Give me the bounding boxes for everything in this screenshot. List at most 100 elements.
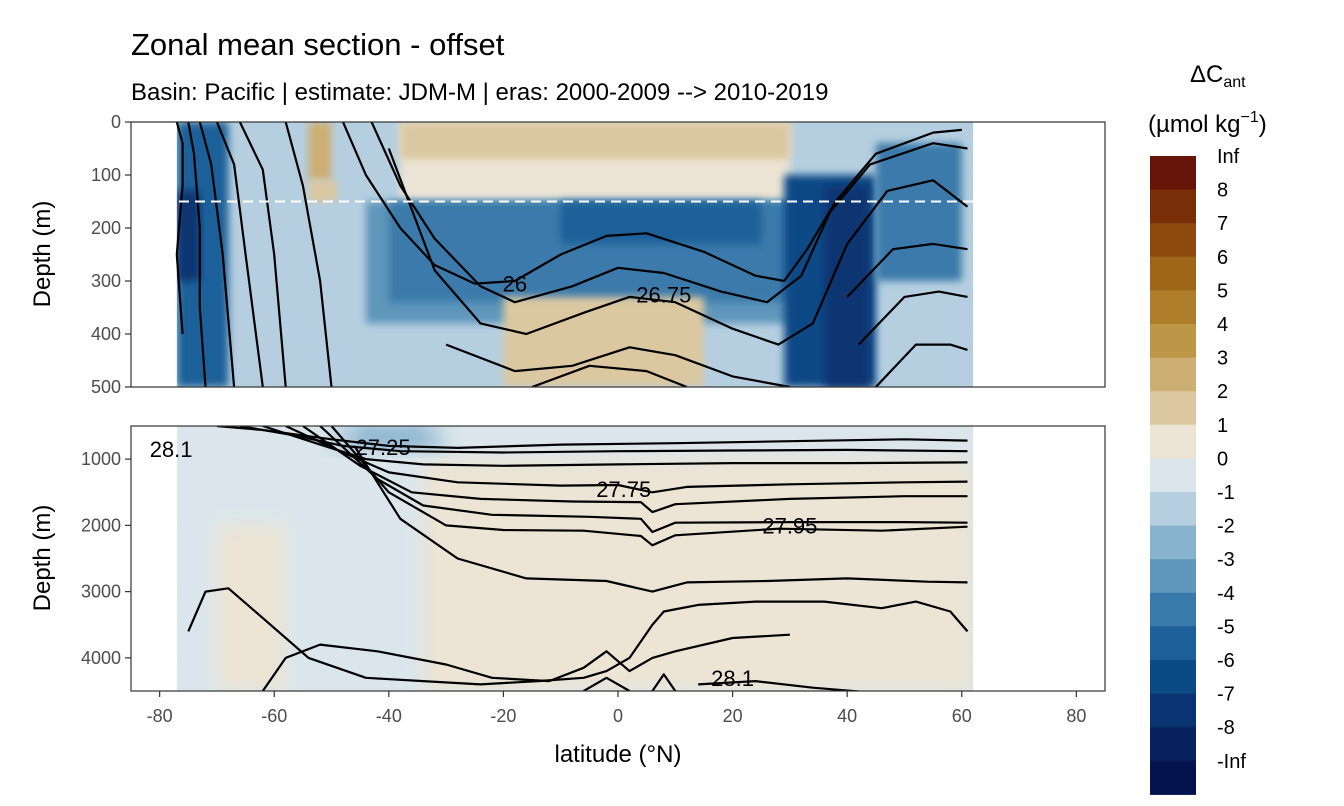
isopycnal-label: 27.25 bbox=[356, 435, 411, 460]
y-tick-label: 500 bbox=[91, 377, 121, 397]
isopycnal-line bbox=[216, 426, 968, 449]
legend-color-swatch bbox=[1150, 256, 1196, 291]
y-tick-label: 3000 bbox=[81, 582, 121, 602]
isopycnal-line bbox=[651, 673, 677, 691]
legend-tick-label: 5 bbox=[1217, 280, 1228, 302]
legend-color-swatch bbox=[1150, 592, 1196, 627]
x-axis-label: latitude (°N) bbox=[555, 741, 682, 768]
isopycnal-line bbox=[175, 122, 184, 335]
legend-color-swatch bbox=[1150, 727, 1196, 762]
legend-tick-label: -1 bbox=[1217, 482, 1235, 504]
isopycnal-line bbox=[261, 633, 790, 691]
chart-subtitle: Basin: Pacific | estimate: JDM-M | eras:… bbox=[131, 79, 828, 106]
isopycnal-line bbox=[187, 122, 207, 387]
legend-tick-label: -7 bbox=[1217, 684, 1235, 706]
anomaly-region bbox=[824, 185, 871, 387]
isopycnal-label: 26 bbox=[503, 272, 527, 297]
legend-color-swatch bbox=[1150, 525, 1196, 560]
x-tick-label: 80 bbox=[1066, 706, 1086, 726]
anomaly-region bbox=[503, 296, 704, 387]
legend-tick-label: 7 bbox=[1217, 213, 1228, 235]
y-tick-label: 0 bbox=[111, 112, 121, 132]
legend-color-swatch bbox=[1150, 290, 1196, 325]
legend-tick-label: 4 bbox=[1217, 314, 1228, 336]
legend-color-swatch bbox=[1150, 626, 1196, 661]
y-tick-label: 2000 bbox=[81, 515, 121, 535]
no-data-mask-north bbox=[973, 426, 1105, 691]
x-tick-label: -40 bbox=[376, 706, 402, 726]
y-tick-label: 4000 bbox=[81, 648, 121, 668]
x-tick-label: 0 bbox=[613, 706, 623, 726]
legend-tick-label: Inf bbox=[1217, 146, 1240, 168]
legend-tick-label: 1 bbox=[1217, 415, 1228, 437]
no-data-mask-north bbox=[973, 122, 1105, 387]
isopycnal-label: 28.1 bbox=[150, 437, 193, 462]
anomaly-region bbox=[354, 426, 429, 446]
isopycnal-line bbox=[285, 426, 968, 494]
isopycnal-line bbox=[353, 445, 968, 593]
legend-tick-label: 0 bbox=[1217, 448, 1228, 470]
no-data-mask-south bbox=[131, 122, 177, 387]
lower-isopycnals bbox=[187, 426, 969, 691]
isopycnal-line bbox=[445, 343, 791, 387]
lower-y-ticks: 1000 2000 3000 4000 bbox=[81, 449, 131, 668]
y-axis-label-upper: Depth (m) bbox=[29, 201, 56, 308]
x-tick-label: 40 bbox=[837, 706, 857, 726]
y-tick-label: 200 bbox=[91, 218, 121, 238]
anomaly-region bbox=[308, 122, 332, 181]
isopycnal-line bbox=[531, 364, 688, 387]
legend-tick-label: -8 bbox=[1217, 717, 1235, 739]
x-tick-label: 20 bbox=[723, 706, 743, 726]
legend-tick-label: -6 bbox=[1217, 650, 1235, 672]
no-data-mask-south bbox=[131, 426, 177, 691]
legend-color-swatch bbox=[1150, 156, 1196, 191]
upper-y-ticks: 0 100 200 300 400 500 bbox=[91, 112, 131, 397]
legend-units: (µmol kg−1) bbox=[1148, 109, 1267, 138]
colorbar-legend: ΔCant (µmol kg−1) Inf 8 7 6 5 4 3 2 1 0 -1 -2 -3 -4 -5… bbox=[1148, 61, 1267, 795]
upper-anomaly-field bbox=[131, 122, 1105, 387]
legend-labels: Inf 8 7 6 5 4 3 2 1 0 -1 -2 -3 -4 -5 -6 -7 -8 -Inf bbox=[1217, 146, 1246, 773]
anomaly-region bbox=[308, 180, 338, 202]
y-tick-label: 100 bbox=[91, 165, 121, 185]
y-tick-label: 400 bbox=[91, 324, 121, 344]
isopycnal-label: 27.75 bbox=[596, 477, 651, 502]
isopycnal-label: 27.95 bbox=[762, 513, 817, 538]
legend-color-swatch bbox=[1150, 424, 1196, 459]
legend-color-swatch bbox=[1150, 559, 1196, 594]
legend-color-swatch bbox=[1150, 357, 1196, 392]
isopycnal-line bbox=[698, 680, 867, 691]
legend-color-swatch bbox=[1150, 391, 1196, 426]
legend-tick-label: 2 bbox=[1217, 381, 1228, 403]
legend-tick-label: -Inf bbox=[1217, 751, 1246, 773]
x-tick-label: -20 bbox=[490, 706, 516, 726]
isopycnal-line bbox=[370, 122, 968, 304]
y-axis-label-lower: Depth (m) bbox=[29, 505, 56, 612]
anomaly-region bbox=[875, 143, 962, 281]
isopycnal-line bbox=[187, 587, 969, 686]
legend-tick-label: -3 bbox=[1217, 549, 1235, 571]
anomaly-region bbox=[176, 190, 200, 281]
anomaly-region bbox=[400, 122, 790, 160]
isopycnal-line bbox=[875, 343, 968, 387]
y-tick-label: 1000 bbox=[81, 449, 121, 469]
legend-tick-label: -4 bbox=[1217, 583, 1235, 605]
isopycnal-label: 28.1 bbox=[711, 666, 754, 691]
legend-color-swatch bbox=[1150, 223, 1196, 258]
legend-color-swatch bbox=[1150, 189, 1196, 224]
chart-title: Zonal mean section - offset bbox=[131, 27, 505, 62]
isopycnal-line bbox=[238, 122, 287, 387]
legend-color-swatch bbox=[1150, 660, 1196, 695]
upper-panel: 0 100 200 300 400 500 bbox=[91, 112, 1106, 397]
x-tick-label: 60 bbox=[952, 706, 972, 726]
x-axis-ticks: -80 -60 -40 -20 0 20 40 60 80 bbox=[147, 691, 1086, 726]
isopycnal-line bbox=[319, 426, 968, 534]
isopycnal-line bbox=[857, 290, 968, 346]
x-tick-label: -60 bbox=[261, 706, 287, 726]
upper-panel-border bbox=[130, 121, 1106, 388]
legend-color-swatch bbox=[1150, 492, 1196, 527]
isopycnal-line bbox=[302, 426, 968, 514]
legend-colorbar bbox=[1150, 156, 1196, 795]
legend-color-swatch bbox=[1150, 458, 1196, 493]
isopycnal-line bbox=[215, 122, 264, 387]
